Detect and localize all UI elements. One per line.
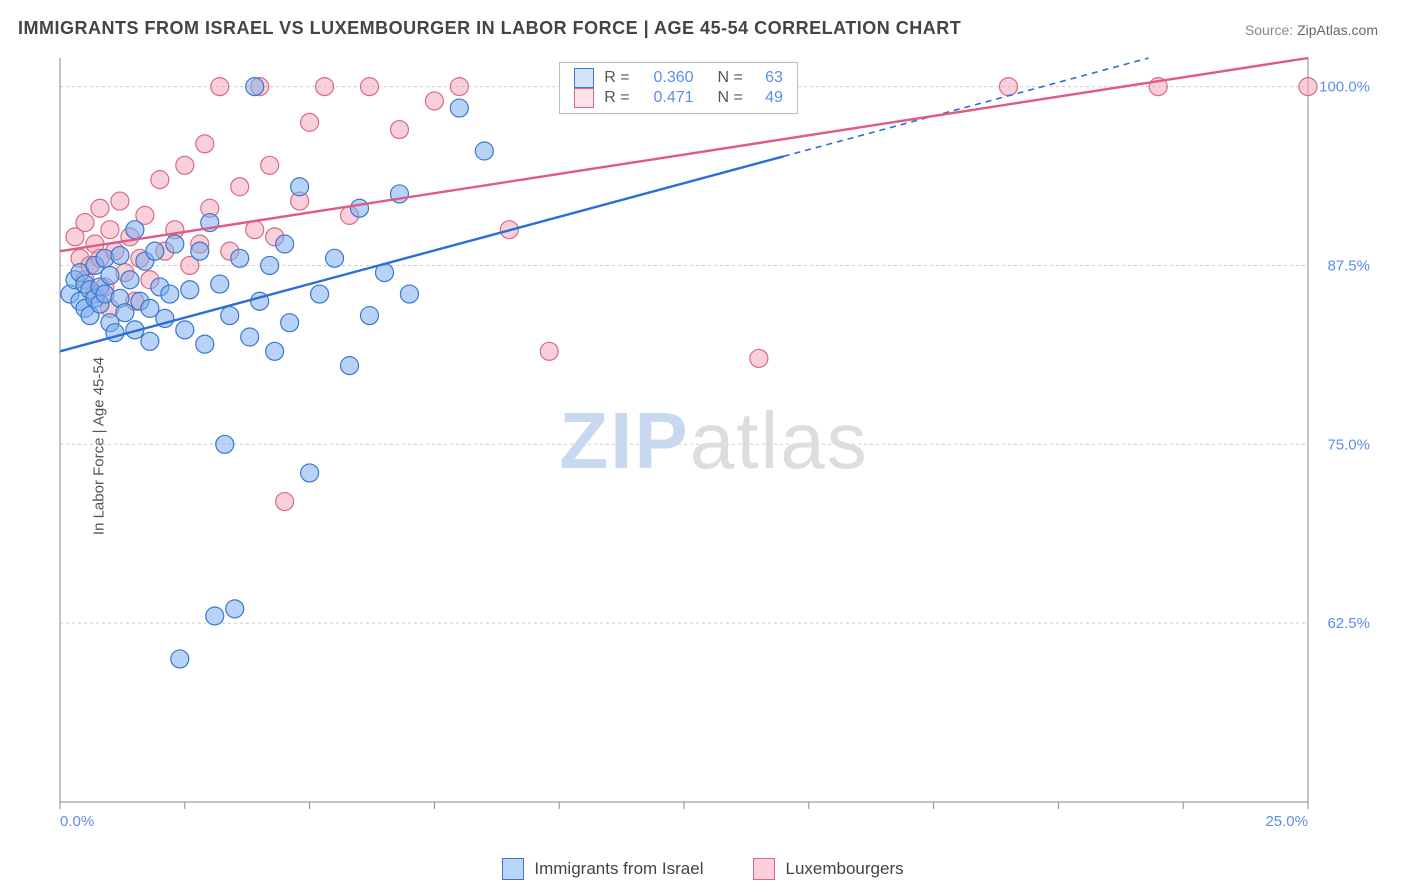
correlation-row: R =0.471N =49 — [574, 88, 783, 108]
svg-text:0.0%: 0.0% — [60, 813, 94, 830]
source-label: Source: — [1245, 22, 1293, 38]
plot-area: 62.5%75.0%87.5%100.0%0.0%25.0% ZIPatlas … — [50, 50, 1378, 832]
source-attribution: Source: ZipAtlas.com — [1245, 22, 1378, 38]
legend-label-luxembourg: Luxembourgers — [785, 859, 903, 879]
svg-text:75.0%: 75.0% — [1327, 436, 1370, 453]
chart-title: IMMIGRANTS FROM ISRAEL VS LUXEMBOURGER I… — [18, 18, 961, 39]
legend-label-israel: Immigrants from Israel — [534, 859, 703, 879]
svg-text:62.5%: 62.5% — [1327, 615, 1370, 632]
legend-item-israel: Immigrants from Israel — [502, 858, 703, 880]
svg-text:87.5%: 87.5% — [1327, 257, 1370, 274]
source-value: ZipAtlas.com — [1297, 22, 1378, 38]
legend-item-luxembourg: Luxembourgers — [753, 858, 903, 880]
svg-text:25.0%: 25.0% — [1265, 813, 1308, 830]
series-legend: Immigrants from Israel Luxembourgers — [0, 858, 1406, 880]
correlation-row: R =0.360N =63 — [574, 68, 783, 88]
svg-text:100.0%: 100.0% — [1319, 79, 1370, 96]
legend-swatch-luxembourg — [753, 858, 775, 880]
correlation-legend-box: R =0.360N =63R =0.471N =49 — [559, 62, 798, 114]
legend-swatch-israel — [502, 858, 524, 880]
scatter-svg: 62.5% 75.0% 87.5% 100.0% 0.0% 25.0% — [50, 50, 1378, 832]
